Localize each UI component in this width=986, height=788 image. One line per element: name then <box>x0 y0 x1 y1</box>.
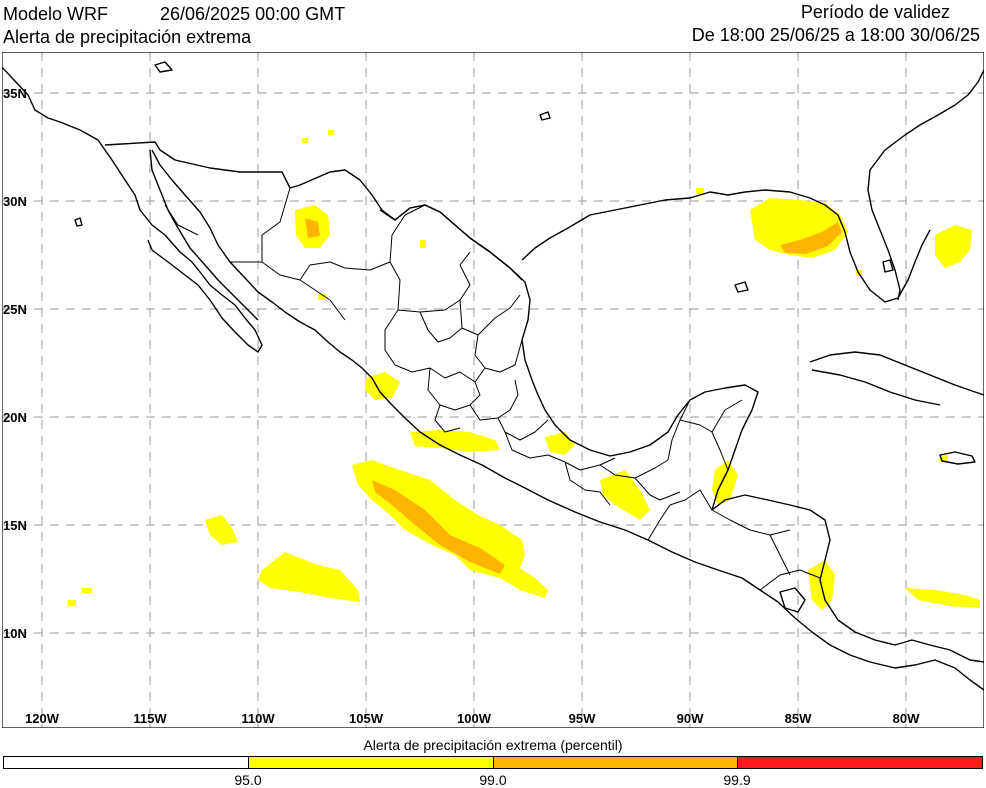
alert-area-p95 <box>905 588 980 608</box>
alert-area-p95 <box>205 515 238 545</box>
coastline-pacific <box>2 66 263 353</box>
coastlines-and-borders <box>2 52 984 728</box>
lon-label: 80W <box>893 711 920 726</box>
alert-area-p95 <box>712 460 738 505</box>
alert-area-p95 <box>302 138 308 143</box>
lon-label: 120W <box>25 711 60 726</box>
lat-label: 35N <box>3 86 27 101</box>
island-small <box>74 217 83 227</box>
legend-tick-95: 95.0 <box>234 772 262 788</box>
lon-label: 110W <box>241 711 275 726</box>
island-small <box>539 111 551 121</box>
model-label: Modelo WRF <box>3 4 109 24</box>
legend-tick-99: 99.0 <box>479 772 507 788</box>
alert-area-p99 <box>780 222 842 254</box>
lon-label: 115W <box>133 711 167 726</box>
lon-label: 90W <box>677 711 704 726</box>
lake-nicaragua <box>779 587 806 613</box>
lon-label: 95W <box>569 711 596 726</box>
validity-range: De 18:00 25/06/25 a 18:00 30/06/25 <box>691 25 980 45</box>
island-small <box>154 61 173 73</box>
lon-label: 105W <box>349 711 384 726</box>
alert-area-p95 <box>420 240 426 248</box>
island-small <box>882 259 894 273</box>
graticule <box>2 52 984 728</box>
lat-label: 15N <box>3 518 27 533</box>
coastline-florida-east <box>867 169 901 301</box>
coastline-gulf-of-california <box>151 149 984 691</box>
alert-area-p95 <box>328 130 334 135</box>
run-datetime: 26/06/2025 00:00 GMT <box>160 4 346 24</box>
legend-swatch-99 <box>493 756 738 769</box>
longitude-labels: 120W 115W 110W 105W 100W 95W 90W 85W 80W <box>25 711 920 726</box>
border-us-mexico <box>104 141 523 281</box>
alert-area-p95 <box>68 600 76 606</box>
legend-swatch-99-9 <box>737 756 983 769</box>
alert-area-p95 <box>600 470 650 520</box>
state-borders <box>164 187 743 506</box>
legend-swatch-95 <box>248 756 494 769</box>
lon-label: 100W <box>457 711 492 726</box>
coastline-gulf-of-mexico <box>379 204 984 663</box>
island-jamaica <box>939 451 976 465</box>
alert-area-p95 <box>318 294 326 300</box>
alert-area-p95 <box>258 552 360 602</box>
legend-swatch-below-95 <box>3 756 249 769</box>
precipitation-alert-areas <box>68 130 980 610</box>
validity-title: Período de validez <box>800 2 950 22</box>
coastline-baja-gulf <box>149 149 259 321</box>
alert-area-p95 <box>365 372 400 400</box>
lat-label: 25N <box>3 302 27 317</box>
coastline-atlantic <box>869 69 984 171</box>
border-central-america <box>647 489 821 591</box>
alert-area-p99 <box>305 218 320 238</box>
alert-area-p95 <box>545 432 575 455</box>
alert-area-p95 <box>696 188 704 194</box>
alert-area-p95 <box>410 430 500 452</box>
product-title: Alerta de precipitación extrema <box>3 27 252 47</box>
legend-tick-99-9: 99.9 <box>723 772 751 788</box>
alert-area-p95 <box>935 225 972 268</box>
lat-label: 20N <box>3 410 27 425</box>
legend-title: Alerta de precipitación extrema (percent… <box>363 737 623 753</box>
latitude-labels: 35N 30N 25N 20N 15N 10N <box>3 86 27 641</box>
lat-label: 30N <box>3 194 27 209</box>
lat-label: 10N <box>3 626 27 641</box>
island-cuba <box>809 351 984 406</box>
alert-area-p95 <box>352 460 548 598</box>
lon-label: 85W <box>785 711 812 726</box>
coastline-us-gulf <box>521 189 931 303</box>
island-small <box>734 281 749 293</box>
alert-area-p95 <box>940 455 948 461</box>
alert-area-p99 <box>372 480 505 574</box>
alert-area-p95 <box>82 588 92 593</box>
